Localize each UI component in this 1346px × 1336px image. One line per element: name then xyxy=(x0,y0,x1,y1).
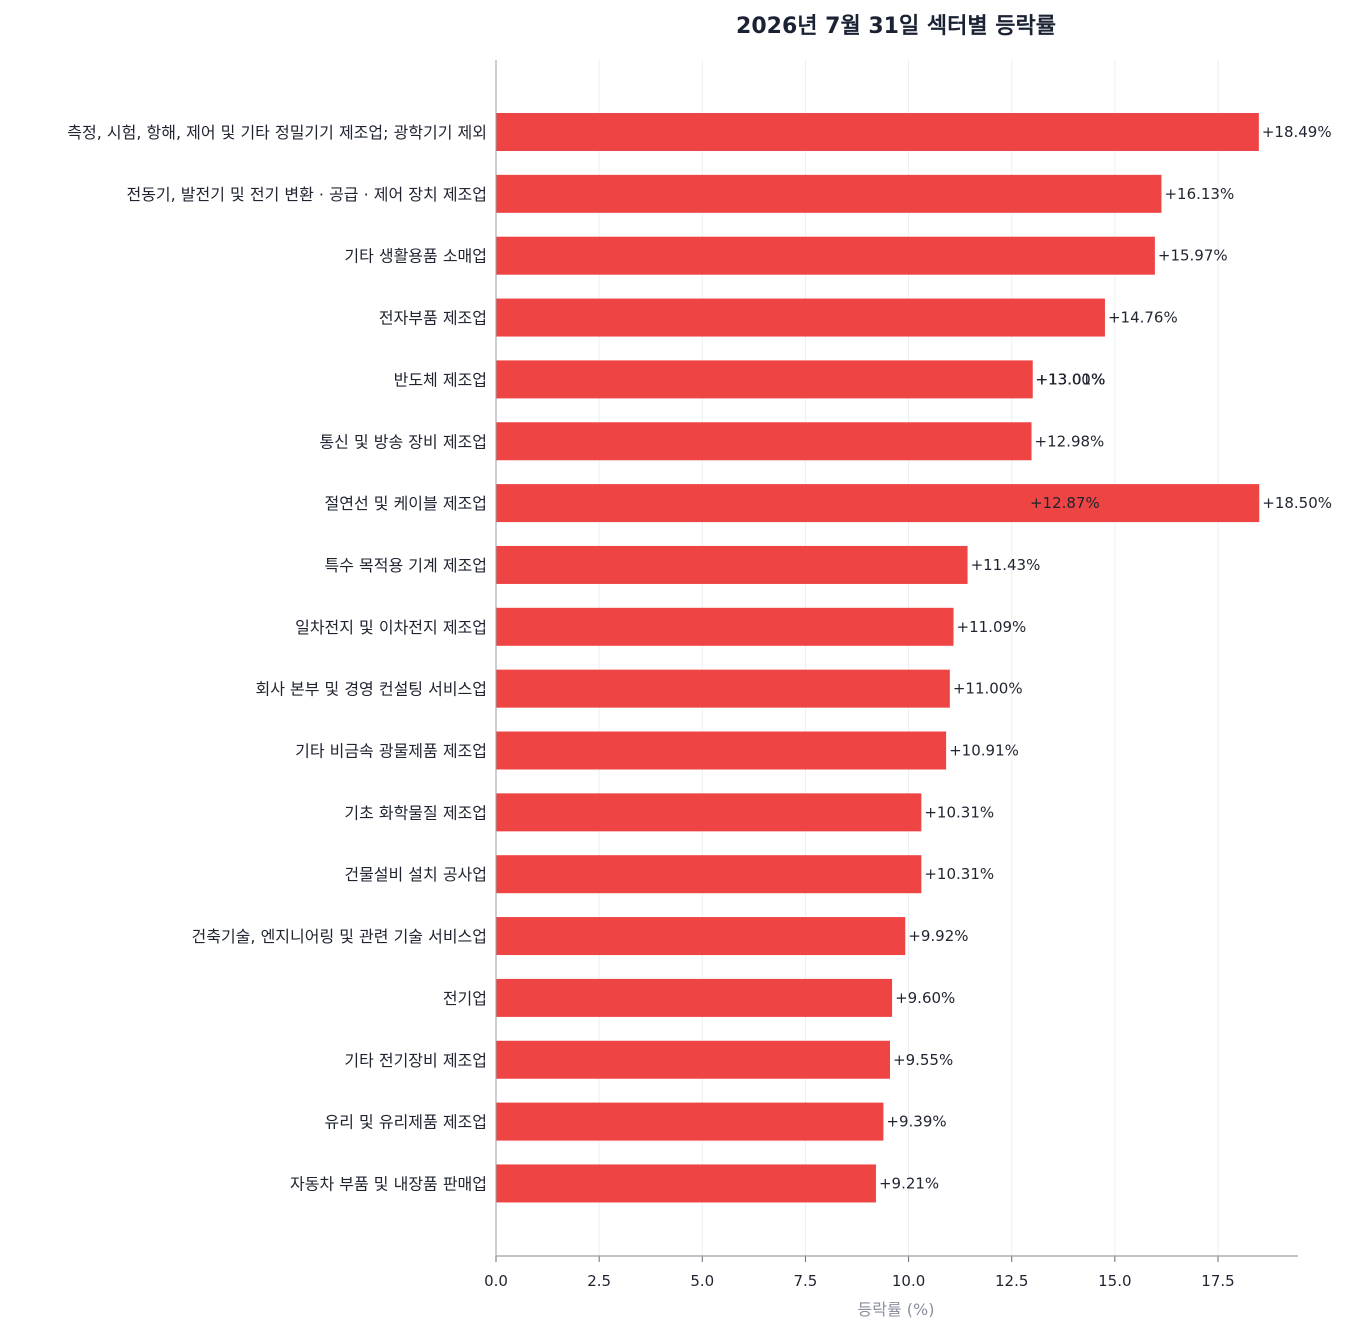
bar xyxy=(496,236,1155,275)
x-tick-label: 5.0 xyxy=(690,1272,714,1290)
category-label: 특수 목적용 기계 제조업 xyxy=(325,556,487,575)
bar xyxy=(496,669,950,708)
category-label: 절연선 및 케이블 제조업 xyxy=(325,494,487,513)
category-label: 기타 비금속 광물제품 제조업 xyxy=(295,742,487,761)
bar xyxy=(496,360,1033,399)
x-axis-title: 등락률 (%) xyxy=(858,1300,935,1319)
bar xyxy=(496,978,893,1017)
value-label: +13.01% xyxy=(1036,370,1106,388)
category-label: 일차전지 및 이차전지 제조업 xyxy=(295,618,487,637)
value-label: +15.97% xyxy=(1158,247,1228,265)
category-label: 반도체 제조업 xyxy=(394,370,487,389)
value-label: +9.60% xyxy=(895,989,955,1007)
category-label: 회사 본부 및 경영 컨설팅 서비스업 xyxy=(255,680,487,699)
category-label: 기타 생활용품 소매업 xyxy=(344,247,487,266)
x-tick-label: 0.0 xyxy=(484,1272,508,1290)
category-label: 통신 및 방송 장비 제조업 xyxy=(319,432,487,451)
value-label: +9.55% xyxy=(893,1051,953,1069)
bar xyxy=(496,113,1259,151)
labels: 측정, 시험, 항해, 제어 및 기타 정밀기기 제조업; 광학기기 제외 +18… xyxy=(67,123,1332,1193)
category-label: 유리 및 유리제품 제조업 xyxy=(325,1113,487,1132)
bar xyxy=(496,1040,891,1079)
bar xyxy=(496,545,968,584)
value-label: +16.13% xyxy=(1164,185,1234,203)
category-label: 측정, 시험, 항해, 제어 및 기타 정밀기기 제조업; 광학기기 제외 xyxy=(67,123,487,142)
x-tick-label: 15.0 xyxy=(1098,1272,1131,1290)
category-label: 건축기술, 엔지니어링 및 관련 기술 서비스업 xyxy=(192,927,487,946)
category-label: 자동차 부품 및 내장품 판매업 xyxy=(290,1174,487,1193)
value-label: +10.91% xyxy=(949,742,1019,760)
category-label: 전자부품 제조업 xyxy=(379,309,487,328)
bar xyxy=(496,731,947,770)
value-label: +11.43% xyxy=(971,556,1041,574)
bar xyxy=(496,422,1032,461)
value-label: +12.98% xyxy=(1035,432,1105,450)
bar xyxy=(496,484,1260,523)
chart-title: 2026년 7월 31일 섹터별 등락률 xyxy=(736,14,1056,39)
value-label: +10.31% xyxy=(924,865,994,883)
x-tick-label: 17.5 xyxy=(1201,1272,1234,1290)
value-label: +11.00% xyxy=(953,680,1023,698)
value-label: +9.39% xyxy=(886,1113,946,1131)
category-label: 전기업 xyxy=(443,989,487,1008)
bar xyxy=(496,793,922,832)
bar xyxy=(496,607,954,646)
bar xyxy=(496,917,906,956)
x-tick-label: 2.5 xyxy=(587,1272,611,1290)
category-label: 전동기, 발전기 및 전기 변환 · 공급 · 제어 장치 제조업 xyxy=(126,185,487,204)
value-label: +11.09% xyxy=(957,618,1027,636)
bar xyxy=(496,298,1105,337)
value-label: +9.92% xyxy=(908,927,968,945)
value-label: +9.21% xyxy=(879,1174,939,1192)
bars xyxy=(496,113,1260,1203)
x-tick-label: 10.0 xyxy=(892,1272,925,1290)
value-label: +13.00% xyxy=(1035,370,1105,388)
value-label: +10.31% xyxy=(924,803,994,821)
value-label: +18.49% xyxy=(1262,123,1332,141)
bar xyxy=(496,1102,884,1141)
bar xyxy=(496,174,1162,213)
x-tick-label: 12.5 xyxy=(995,1272,1028,1290)
bar xyxy=(496,855,922,894)
value-label: +12.87% xyxy=(1030,494,1100,512)
value-label: +14.76% xyxy=(1108,309,1178,327)
x-tick-label: 7.5 xyxy=(793,1272,817,1290)
category-label: 건물설비 설치 공사업 xyxy=(344,865,487,884)
axes: 0.0 2.5 5.0 7.5 10.0 12.5 15.0 17.5 xyxy=(484,60,1298,1290)
category-label: 기타 전기장비 제조업 xyxy=(344,1051,487,1070)
category-label: 기초 화학물질 제조업 xyxy=(344,803,487,822)
bar xyxy=(496,1164,876,1203)
value-label: +18.50% xyxy=(1262,494,1332,512)
